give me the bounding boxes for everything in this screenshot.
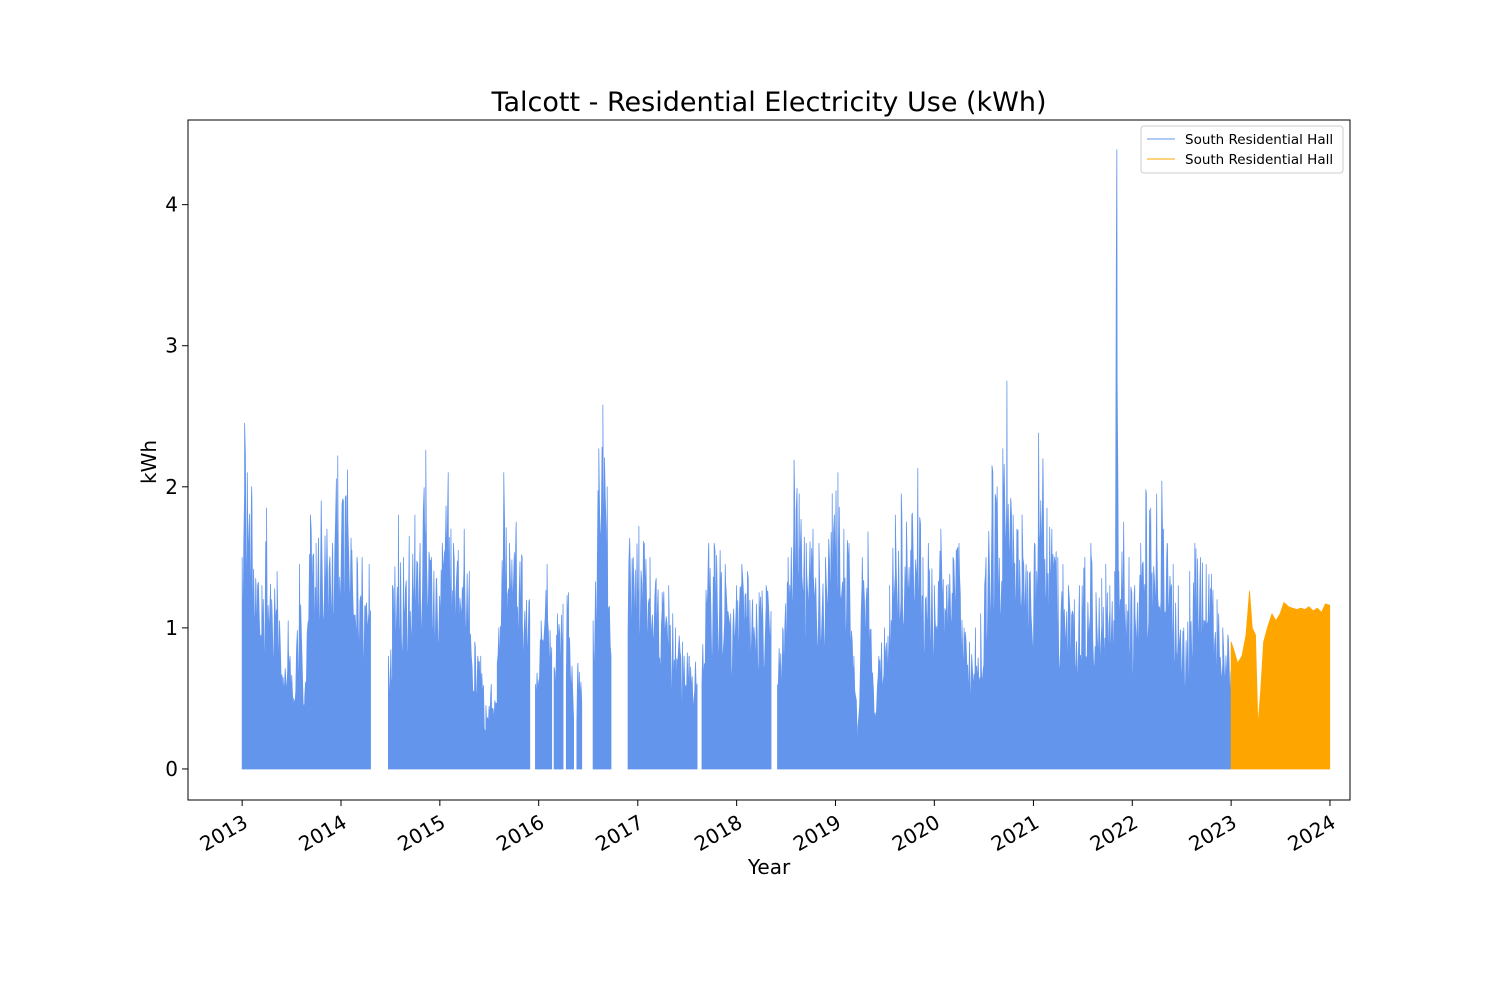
legend-label: South Residential Hall [1185,132,1333,148]
legend: South Residential Hall South Residential … [1140,125,1344,174]
plot-frame [187,119,1351,801]
x-tick-label: 2017 [591,810,647,856]
x-tick-label: 2014 [295,810,351,856]
x-tick-label: 2022 [1086,810,1142,856]
series-1-area-segment [565,592,575,770]
series-1-area-segment [627,525,698,770]
chart-title: Talcott - Residential Electricity Use (k… [490,87,1046,118]
series-2-area-segment [1230,590,1331,770]
y-tick-label: 1 [165,616,178,640]
legend-box [1140,125,1344,174]
series-1-area-segment [592,404,612,770]
x-tick-label: 2020 [888,810,944,856]
x-tick-label: 2018 [690,810,746,856]
x-axis: 2013 2014 2015 2016 2017 2018 2019 2020 2021 2022… [196,800,1340,856]
y-axis: 0 1 2 3 4 [165,193,188,781]
x-tick-label: 2021 [987,810,1043,856]
x-tick-label: 2016 [492,810,548,856]
series-1-area-segment [387,449,531,770]
x-tick-label: 2023 [1185,810,1241,856]
series-1-area-segment [576,662,583,770]
series-1-area-segment [701,542,772,770]
x-tick-label: 2013 [196,810,252,856]
x-tick-label: 2024 [1283,810,1339,856]
x-tick-label: 2019 [789,810,845,856]
x-tick-label: 2015 [393,810,449,856]
y-tick-label: 4 [165,193,178,217]
y-tick-label: 3 [165,334,178,358]
series-1-area-segment [241,422,371,770]
y-axis-label: kWh [137,440,161,484]
legend-label: South Residential Hall [1185,152,1333,168]
y-tick-label: 0 [165,757,178,781]
series-1-area-segment [553,603,564,770]
y-tick-label: 2 [165,475,178,499]
x-axis-label: Year [747,855,791,879]
series-1-area-segment [535,564,553,770]
series-1-area-segment [777,149,1232,770]
plot-area [241,149,1331,770]
